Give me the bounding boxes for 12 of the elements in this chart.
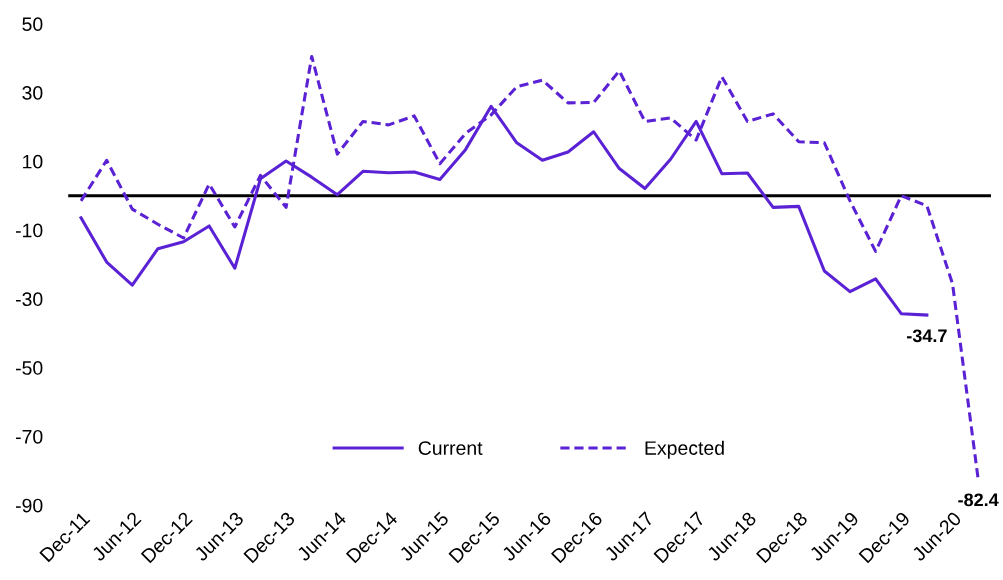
data-label: -34.7 bbox=[907, 329, 947, 343]
y-tick-label: 30 bbox=[22, 86, 43, 100]
y-tick-label: -70 bbox=[15, 429, 43, 444]
y-tick-label: 10 bbox=[23, 154, 43, 169]
y-tick-label: 50 bbox=[22, 17, 43, 32]
y-tick-label: -50 bbox=[15, 361, 43, 375]
legend-label: Expected bbox=[645, 440, 724, 459]
legend-label: Current bbox=[418, 441, 483, 455]
y-tick-label: -90 bbox=[15, 498, 43, 513]
y-tick-label: -10 bbox=[15, 223, 43, 238]
data-label: -82.4 bbox=[958, 493, 999, 507]
y-tick-label: -30 bbox=[15, 292, 43, 307]
